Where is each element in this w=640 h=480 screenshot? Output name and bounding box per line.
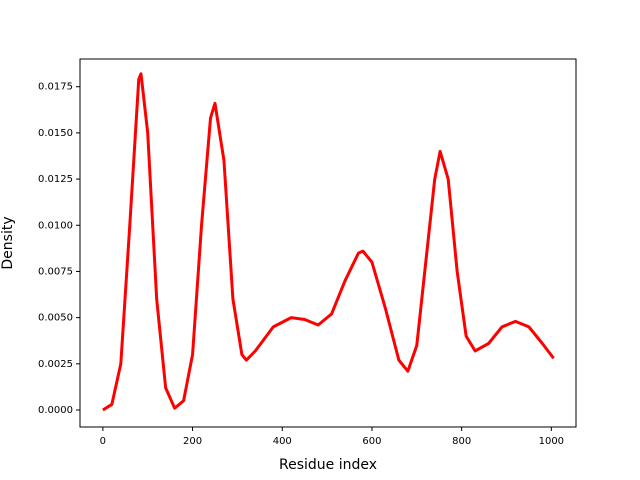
y-tick-label: 0.0075	[38, 266, 73, 277]
density-line	[102, 72, 555, 412]
y-tick-label: 0.0175	[38, 82, 73, 93]
y-tick-label: 0.0100	[38, 220, 73, 231]
x-axis-title: Residue index	[279, 457, 377, 473]
y-tick-label: 0.0050	[38, 313, 73, 324]
plot-frame	[79, 58, 577, 428]
x-tick-label: 0	[100, 436, 106, 447]
y-tick-label: 0.0000	[38, 405, 73, 416]
x-tick-label: 400	[273, 436, 292, 447]
y-axis-title: Density	[0, 216, 16, 269]
y-tick-label: 0.0125	[38, 174, 73, 185]
y-tick-label: 0.0150	[38, 128, 73, 139]
x-tick-label: 800	[452, 436, 471, 447]
x-tick-label: 600	[362, 436, 381, 447]
x-tick-label: 1000	[539, 436, 564, 447]
x-tick-label: 200	[183, 436, 202, 447]
y-tick-label: 0.0025	[38, 359, 73, 370]
